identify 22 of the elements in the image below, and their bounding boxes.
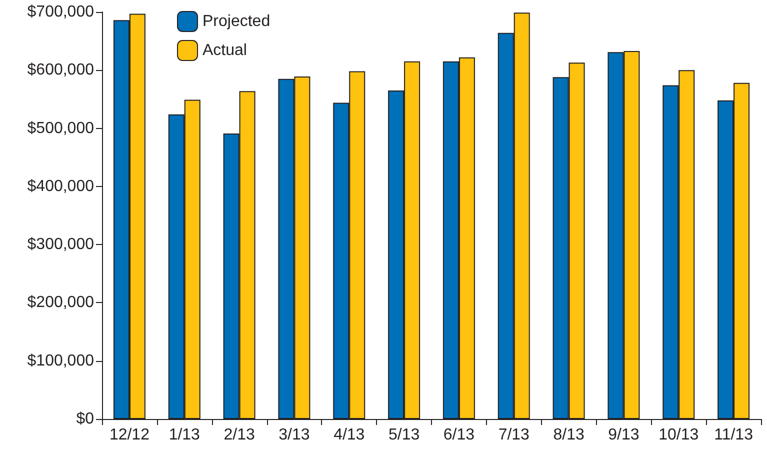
x-tick-label: 6/13 — [443, 426, 475, 444]
y-tick-label: $0 — [76, 410, 94, 428]
legend-label: Projected — [202, 13, 270, 30]
x-tick-label: 5/13 — [388, 426, 420, 444]
y-tick-label: $300,000 — [27, 236, 94, 254]
y-tick-label: $100,000 — [27, 352, 94, 370]
x-tick-label: 3/13 — [278, 426, 310, 444]
x-tick-label: 1/13 — [168, 426, 200, 444]
x-tick-label: 11/13 — [714, 426, 754, 444]
x-tick-label: 7/13 — [498, 426, 530, 444]
x-tick-label: 12/12 — [109, 426, 150, 444]
y-tick-label: $500,000 — [27, 120, 94, 137]
legend-label: Actual — [202, 42, 247, 59]
x-tick-label: 9/13 — [608, 426, 640, 444]
x-tick-label: 10/13 — [658, 426, 699, 444]
x-tick-label: 2/13 — [224, 426, 255, 444]
y-tick-label: $200,000 — [27, 294, 94, 312]
y-tick-label: $400,000 — [27, 178, 94, 195]
x-tick-label: 8/13 — [553, 426, 584, 444]
x-tick-label: 4/13 — [334, 426, 365, 444]
y-tick-label: $600,000 — [27, 62, 94, 79]
y-tick-label: $700,000 — [27, 4, 94, 20]
